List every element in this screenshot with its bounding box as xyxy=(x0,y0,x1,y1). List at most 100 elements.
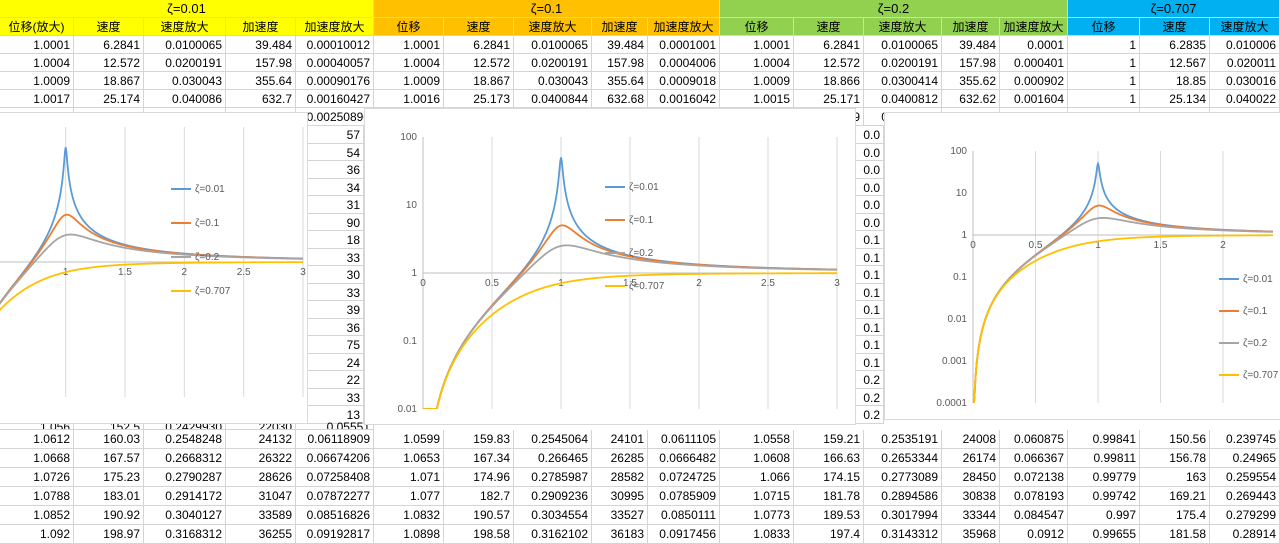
table-cell[interactable]: 0.2548248 xyxy=(144,430,226,449)
table-cell[interactable]: 0.078193 xyxy=(1000,487,1068,506)
table-cell[interactable]: 1.0558 xyxy=(720,430,794,449)
table-cell[interactable]: 25.134 xyxy=(1140,90,1210,108)
table-cell[interactable]: 0.0100065 xyxy=(864,36,942,54)
table-cell[interactable]: 197.4 xyxy=(794,525,864,544)
column-header[interactable]: 速度 xyxy=(794,18,864,36)
table-cell[interactable]: 6.2835 xyxy=(1140,36,1210,54)
table-cell-fragment[interactable]: 0.1 xyxy=(856,231,884,249)
table-cell-fragment[interactable]: 75 xyxy=(308,336,364,354)
table-cell[interactable]: 36183 xyxy=(592,525,648,544)
table-cell[interactable]: 1 xyxy=(1068,54,1140,72)
table-cell[interactable]: 355.64 xyxy=(592,72,648,90)
table-cell[interactable]: 0.2668312 xyxy=(144,449,226,468)
table-cell[interactable]: 1.0004 xyxy=(720,54,794,72)
table-cell[interactable]: 175.23 xyxy=(74,468,144,487)
table-cell[interactable]: 0.2653344 xyxy=(864,449,942,468)
table-cell[interactable]: 166.63 xyxy=(794,449,864,468)
table-cell-fragment[interactable]: 0.0 xyxy=(856,178,884,196)
table-cell[interactable]: 163 xyxy=(1140,468,1210,487)
table-cell-fragment[interactable]: 18 xyxy=(308,231,364,249)
table-cell[interactable]: 30838 xyxy=(942,487,1000,506)
table-cell[interactable]: 0.0400812 xyxy=(864,90,942,108)
table-cell[interactable]: 152.5 xyxy=(74,418,144,430)
table-cell[interactable]: 0.0200191 xyxy=(514,54,592,72)
table-cell[interactable]: 167.57 xyxy=(74,449,144,468)
table-cell[interactable]: 0.2545064 xyxy=(514,430,592,449)
table-cell[interactable]: 174.15 xyxy=(794,468,864,487)
table-cell-fragment[interactable]: 0.0 xyxy=(856,213,884,231)
table-cell-fragment[interactable]: 31 xyxy=(308,196,364,214)
table-cell-fragment[interactable]: 22 xyxy=(308,371,364,389)
table-cell[interactable]: 1.0653 xyxy=(374,449,444,468)
table-cell[interactable]: 1.0715 xyxy=(720,487,794,506)
table-cell[interactable]: 1.077 xyxy=(374,487,444,506)
table-cell-fragment[interactable]: 0.1 xyxy=(856,266,884,284)
table-cell[interactable]: 1.066 xyxy=(720,468,794,487)
table-cell[interactable]: 0.0912 xyxy=(1000,525,1068,544)
column-header[interactable]: 速度放大 xyxy=(144,18,226,36)
table-cell[interactable]: 169.21 xyxy=(1140,487,1210,506)
table-cell[interactable]: 0.3040127 xyxy=(144,506,226,525)
table-cell[interactable]: 0.3162102 xyxy=(514,525,592,544)
table-cell[interactable]: 1.0833 xyxy=(720,525,794,544)
column-header[interactable]: 加速度 xyxy=(942,18,1000,36)
table-cell[interactable]: 0.3034554 xyxy=(514,506,592,525)
table-cell[interactable]: 6.2841 xyxy=(444,36,514,54)
table-cell[interactable]: 25.173 xyxy=(444,90,514,108)
table-cell[interactable]: 198.97 xyxy=(74,525,144,544)
table-cell[interactable]: 25.174 xyxy=(74,90,144,108)
chart-right[interactable]: 0 0.5 1 1.5 2 100 10 1 0.1 0.01 0.001 0.0001 ζ=0.01 ζ… xyxy=(884,112,1280,420)
table-cell[interactable]: 0.00160427 xyxy=(296,90,374,108)
column-header[interactable]: 速度放大 xyxy=(864,18,942,36)
table-cell[interactable]: 632.68 xyxy=(592,90,648,108)
table-cell[interactable]: 1 xyxy=(1068,90,1140,108)
table-cell-fragment[interactable]: 36 xyxy=(308,318,364,336)
table-cell[interactable]: 0.001604 xyxy=(1000,90,1068,108)
table-cell[interactable]: 1.0009 xyxy=(720,72,794,90)
table-cell[interactable]: 0.0400844 xyxy=(514,90,592,108)
table-cell-fragment[interactable]: 30 xyxy=(308,266,364,284)
table-cell[interactable]: 1.0015 xyxy=(720,90,794,108)
table-cell[interactable]: 0.259554 xyxy=(1210,468,1280,487)
group-title[interactable]: ζ=0.707 xyxy=(1068,0,1280,18)
table-cell[interactable]: 0.0016042 xyxy=(648,90,720,108)
table-cell[interactable]: 24132 xyxy=(226,430,296,449)
table-cell[interactable]: 31047 xyxy=(226,487,296,506)
table-cell[interactable]: 150.56 xyxy=(1140,430,1210,449)
table-cell[interactable]: 1.0016 xyxy=(374,90,444,108)
table-cell[interactable]: 0.084547 xyxy=(1000,506,1068,525)
table-cell[interactable]: 18.85 xyxy=(1140,72,1210,90)
table-cell[interactable]: 0.040022 xyxy=(1210,90,1280,108)
table-cell[interactable]: 0.3168312 xyxy=(144,525,226,544)
table-cell[interactable]: 174.96 xyxy=(444,468,514,487)
table-cell[interactable]: 33344 xyxy=(942,506,1000,525)
table-cell-fragment[interactable]: 57 xyxy=(308,126,364,144)
table-cell[interactable]: 36255 xyxy=(226,525,296,544)
table-cell[interactable]: 0.0850111 xyxy=(648,506,720,525)
table-cell[interactable]: 39.484 xyxy=(592,36,648,54)
table-cell-fragment[interactable]: 39 xyxy=(308,301,364,319)
column-header[interactable]: 速度放大 xyxy=(1210,18,1280,36)
column-header[interactable]: 加速度放大 xyxy=(296,18,374,36)
table-cell[interactable]: 1.071 xyxy=(374,468,444,487)
table-cell[interactable]: 183.01 xyxy=(74,487,144,506)
table-cell-fragment[interactable]: 0.0 xyxy=(856,196,884,214)
column-header[interactable]: 位移 xyxy=(1068,18,1140,36)
group-title[interactable]: ζ=0.01 xyxy=(0,0,374,18)
table-cell[interactable]: 0.99655 xyxy=(1068,525,1140,544)
table-cell[interactable]: 39.484 xyxy=(226,36,296,54)
table-cell-fragment[interactable]: 33 xyxy=(308,388,364,406)
table-cell[interactable]: 0.0300414 xyxy=(864,72,942,90)
table-cell[interactable]: 18.867 xyxy=(444,72,514,90)
table-cell[interactable]: 12.567 xyxy=(1140,54,1210,72)
table-cell[interactable]: 0.000902 xyxy=(1000,72,1068,90)
table-cell[interactable]: 189.53 xyxy=(794,506,864,525)
table-cell[interactable]: 0.0200191 xyxy=(144,54,226,72)
table-cell[interactable]: 0.000401 xyxy=(1000,54,1068,72)
table-cell[interactable]: 1.0726 xyxy=(0,468,74,487)
table-cell-fragment[interactable]: 13 xyxy=(308,406,364,424)
table-cell[interactable]: 0.2535191 xyxy=(864,430,942,449)
table-cell[interactable]: 1.056 xyxy=(0,418,74,430)
table-cell[interactable]: 0.040086 xyxy=(144,90,226,108)
table-cell[interactable]: 12.572 xyxy=(74,54,144,72)
